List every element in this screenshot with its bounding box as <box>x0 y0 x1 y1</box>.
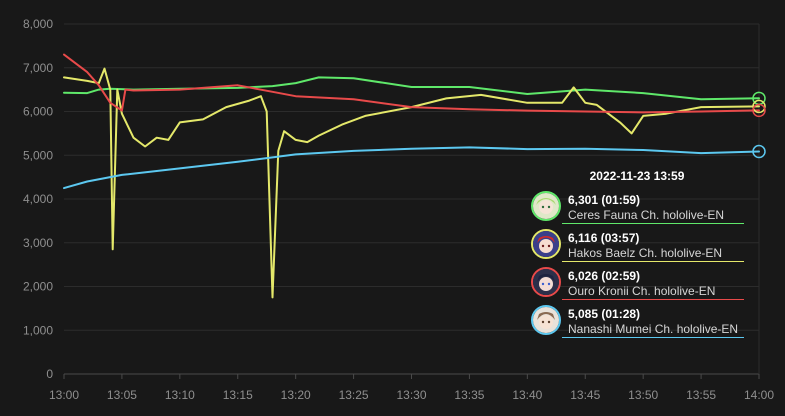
series-line <box>63 67 760 299</box>
x-tick-label: 13:50 <box>628 388 658 402</box>
series-lines <box>63 53 760 299</box>
x-tick-label: 14:00 <box>744 388 774 402</box>
y-tick-label: 8,000 <box>23 17 53 31</box>
tooltip-timestamp: 2022-11-23 13:59 <box>589 169 685 183</box>
x-tick-label: 13:20 <box>281 388 311 402</box>
tooltip-channel-name: Nanashi Mumei Ch. hololive-EN <box>568 322 739 336</box>
tooltip-value: 6,026 (02:59) <box>568 269 641 283</box>
x-tick-label: 13:35 <box>454 388 484 402</box>
tooltip-underline <box>562 261 744 262</box>
tooltip-value: 6,301 (01:59) <box>568 193 641 207</box>
y-axis: 0 1,000 2,000 3,000 4,000 5,000 6,000 7,000 8,00… <box>23 17 53 381</box>
ouro-kronii-avatar <box>531 267 561 297</box>
x-tick-label: 13:40 <box>512 388 542 402</box>
tooltip-entry-ouro-kronii: 6,026 (02:59) Ouro Kronii Ch. hololive-E… <box>530 266 744 303</box>
hakos-baelz-avatar <box>531 229 561 259</box>
series-end-marker <box>752 103 766 118</box>
tooltip-entry-ceres-fauna: 6,301 (01:59) Ceres Fauna Ch. hololive-E… <box>530 190 744 227</box>
x-axis: 13:00 13:05 13:10 13:15 13:20 13:25 13:30 13:35… <box>49 374 774 402</box>
tooltip-value: 5,085 (01:28) <box>568 307 641 321</box>
y-tick-label: 7,000 <box>23 61 53 75</box>
series-line <box>63 53 760 114</box>
hover-tooltip: 2022-11-23 13:59 6,301 (01:59) Ceres Fau… <box>530 168 744 342</box>
tooltip-channel-name: Ouro Kronii Ch. hololive-EN <box>568 284 716 298</box>
y-tick-label: 3,000 <box>23 236 53 250</box>
tooltip-entry-hakos-baelz: 6,116 (03:57) Hakos Baelz Ch. hololive-E… <box>530 228 744 265</box>
tooltip-channel-name: Ceres Fauna Ch. hololive-EN <box>568 208 725 222</box>
tooltip-underline <box>562 299 744 300</box>
x-tick-label: 13:00 <box>49 388 79 402</box>
x-tick-label: 13:30 <box>396 388 426 402</box>
x-tick-label: 13:05 <box>107 388 137 402</box>
x-tick-label: 13:10 <box>165 388 195 402</box>
tooltip-underline <box>562 337 744 338</box>
tooltip-value: 6,116 (03:57) <box>568 231 640 245</box>
series-end-marker <box>752 99 766 114</box>
tooltip-entry-nanashi-mumei: 5,085 (01:28) Nanashi Mumei Ch. hololive… <box>530 304 744 341</box>
y-tick-label: 6,000 <box>23 105 53 119</box>
ceres-fauna-avatar <box>531 191 561 221</box>
series-end-marker <box>752 144 766 159</box>
series-line <box>63 76 760 101</box>
grid-lines <box>64 23 760 375</box>
x-tick-label: 13:25 <box>339 388 369 402</box>
x-tick-label: 13:15 <box>223 388 253 402</box>
series-end-markers <box>752 91 766 159</box>
y-tick-label: 1,000 <box>23 323 53 337</box>
nanashi-mumei-avatar <box>531 305 561 335</box>
series-line <box>63 146 760 190</box>
tooltip-channel-name: Hakos Baelz Ch. hololive-EN <box>568 246 723 260</box>
x-tick-label: 13:45 <box>570 388 600 402</box>
y-tick-label: 0 <box>46 367 53 381</box>
y-tick-label: 2,000 <box>23 280 53 294</box>
y-tick-label: 5,000 <box>23 148 53 162</box>
x-tick-label: 13:55 <box>686 388 716 402</box>
tooltip-underline <box>562 223 744 224</box>
y-tick-label: 4,000 <box>23 192 53 206</box>
